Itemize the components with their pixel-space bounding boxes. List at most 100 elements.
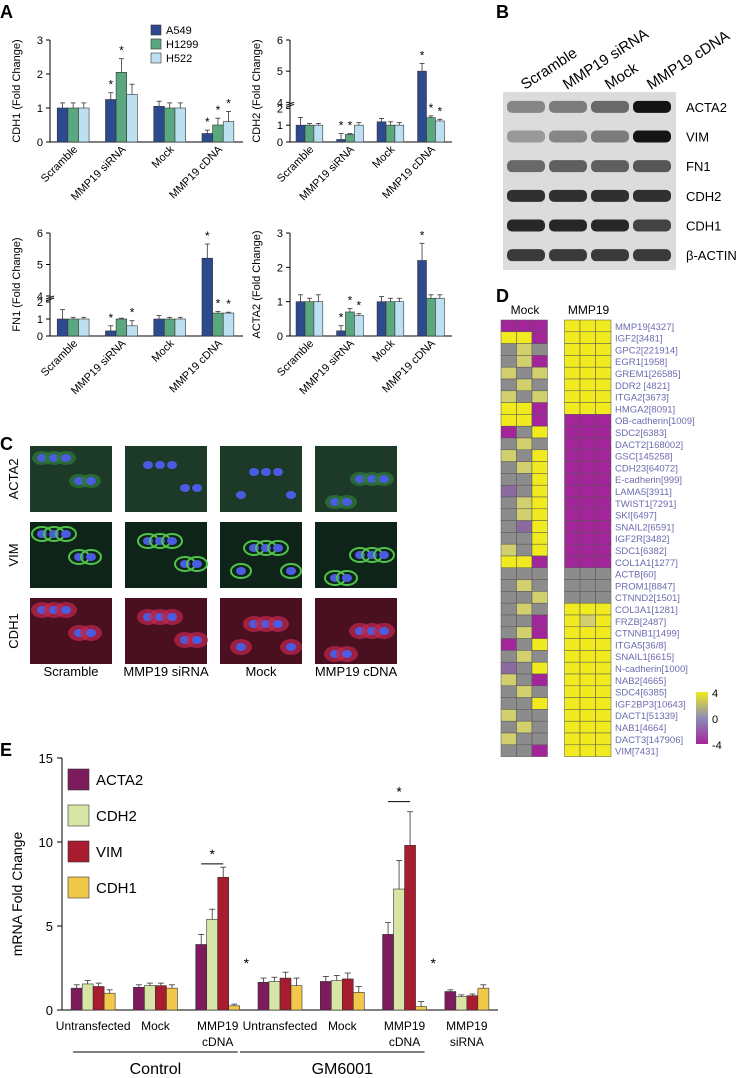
blot-band (633, 249, 671, 262)
blot-band (507, 189, 545, 202)
significance-star: * (339, 119, 344, 133)
heatmap-cell (500, 508, 517, 521)
heatmap-cell (516, 579, 533, 592)
bar-H522 (313, 124, 324, 143)
blot-band (633, 189, 671, 202)
heatmap-cell (531, 579, 548, 592)
band-label: FN1 (686, 159, 711, 174)
heatmap-cell (564, 520, 581, 533)
blot-band (633, 130, 671, 143)
blot-band (591, 160, 629, 173)
heatmap-gene-label: FRZB[2487] (615, 617, 666, 628)
heatmap-gene-label: E-cadherin[999] (615, 475, 682, 486)
nucleus (342, 650, 352, 658)
bar-H522 (435, 120, 445, 143)
y-axis-label: CDH1 (Fold Change) (11, 39, 23, 142)
heatmap-cell (579, 414, 596, 427)
significance-star: * (226, 96, 231, 110)
heatmap-cell (500, 461, 517, 474)
nucleus (86, 629, 96, 637)
nucleus (379, 551, 389, 559)
heatmap-cell (531, 626, 548, 639)
bar-ACTA2 (133, 987, 145, 1011)
heatmap-cell (564, 602, 581, 616)
band-label: ACTA2 (686, 100, 727, 115)
heatmap-gene-label: EGR1[1958] (615, 357, 667, 368)
heatmap-cell (595, 673, 612, 687)
heatmap-cell (579, 555, 596, 569)
bar-CDH2 (144, 985, 156, 1011)
heatmap-cell (500, 579, 517, 592)
heatmap-cell (564, 378, 581, 392)
heatmap-gene-label: GREM1[26585] (615, 369, 680, 380)
heatmap-cell (595, 461, 612, 474)
y-tick-label: 1 (37, 314, 43, 326)
significance-star: * (438, 104, 443, 118)
bar-ACTA2 (257, 981, 270, 1011)
heatmap-cell (595, 626, 612, 639)
heatmap-cell (516, 626, 533, 639)
heatmap-cell (531, 484, 548, 498)
bar-ACTA2 (319, 981, 332, 1011)
bar-H1299 (164, 107, 176, 143)
heatmap-cell (531, 402, 548, 415)
bar-H522 (174, 318, 186, 337)
lane-label: MMP19 cDNA (644, 27, 733, 93)
heatmap-gene-label: GPC2[221914] (615, 345, 678, 356)
bar-CDH1 (103, 992, 116, 1011)
bar-H522 (78, 318, 90, 337)
heatmap-gene-label: ITGA2[3673] (615, 393, 669, 404)
micrograph-image (125, 446, 207, 512)
bar-A549 (105, 330, 117, 337)
legend-swatch-ACTA2 (67, 768, 90, 791)
legend-label-ACTA2: ACTA2 (96, 772, 143, 789)
cell-body (80, 549, 102, 565)
significance-star: * (420, 228, 425, 242)
heatmap-cell (500, 650, 517, 663)
nucleus (167, 613, 177, 621)
bar-VIM (341, 978, 354, 1011)
heatmap-cell (564, 473, 581, 486)
heatmap-cell (595, 650, 612, 663)
heatmap-cell (500, 602, 517, 616)
heatmap-cell (564, 355, 581, 368)
heatmap-cell (564, 319, 581, 333)
axis-break-mark (285, 101, 295, 106)
panel-label-d: D (496, 286, 509, 306)
heatmap-cell (564, 567, 581, 580)
category-label: Scramble (39, 144, 80, 185)
cell-body (336, 570, 358, 586)
nucleus (236, 643, 246, 651)
nucleus (286, 643, 296, 651)
legend-label-VIM: VIM (96, 844, 123, 861)
heatmap-cell (579, 532, 596, 545)
nucleus (261, 468, 271, 476)
heatmap-cell (531, 355, 548, 368)
micrograph-row-label: ACTA2 (6, 459, 21, 500)
y-tick-label: 4 (277, 97, 283, 109)
heatmap-cell (531, 437, 548, 451)
heatmap-cell (579, 390, 596, 403)
bar-A549 (56, 107, 69, 143)
heatmap-cell (579, 425, 596, 439)
heatmap-cell (564, 484, 581, 498)
heatmap-gene-label: DACT3[147906] (615, 735, 683, 746)
y-tick-label: 10 (39, 835, 53, 850)
heatmap-cell (595, 508, 612, 521)
nucleus (273, 620, 283, 628)
heatmap-cell (595, 331, 612, 344)
blot-band (591, 130, 629, 143)
bar-H522 (222, 312, 235, 337)
significance-star: * (108, 311, 113, 325)
nucleus (236, 567, 246, 575)
heatmap-gene-label: SNAIL2[6591] (615, 522, 674, 533)
y-tick-label: 0 (37, 137, 43, 149)
y-tick-label: 5 (46, 919, 53, 934)
heatmap-cell (579, 602, 596, 616)
micrograph-col-label: Mock (245, 664, 277, 679)
heatmap-cell (531, 461, 548, 474)
legend-label-CDH2: CDH2 (96, 808, 137, 825)
heatmap-cell (531, 685, 548, 698)
